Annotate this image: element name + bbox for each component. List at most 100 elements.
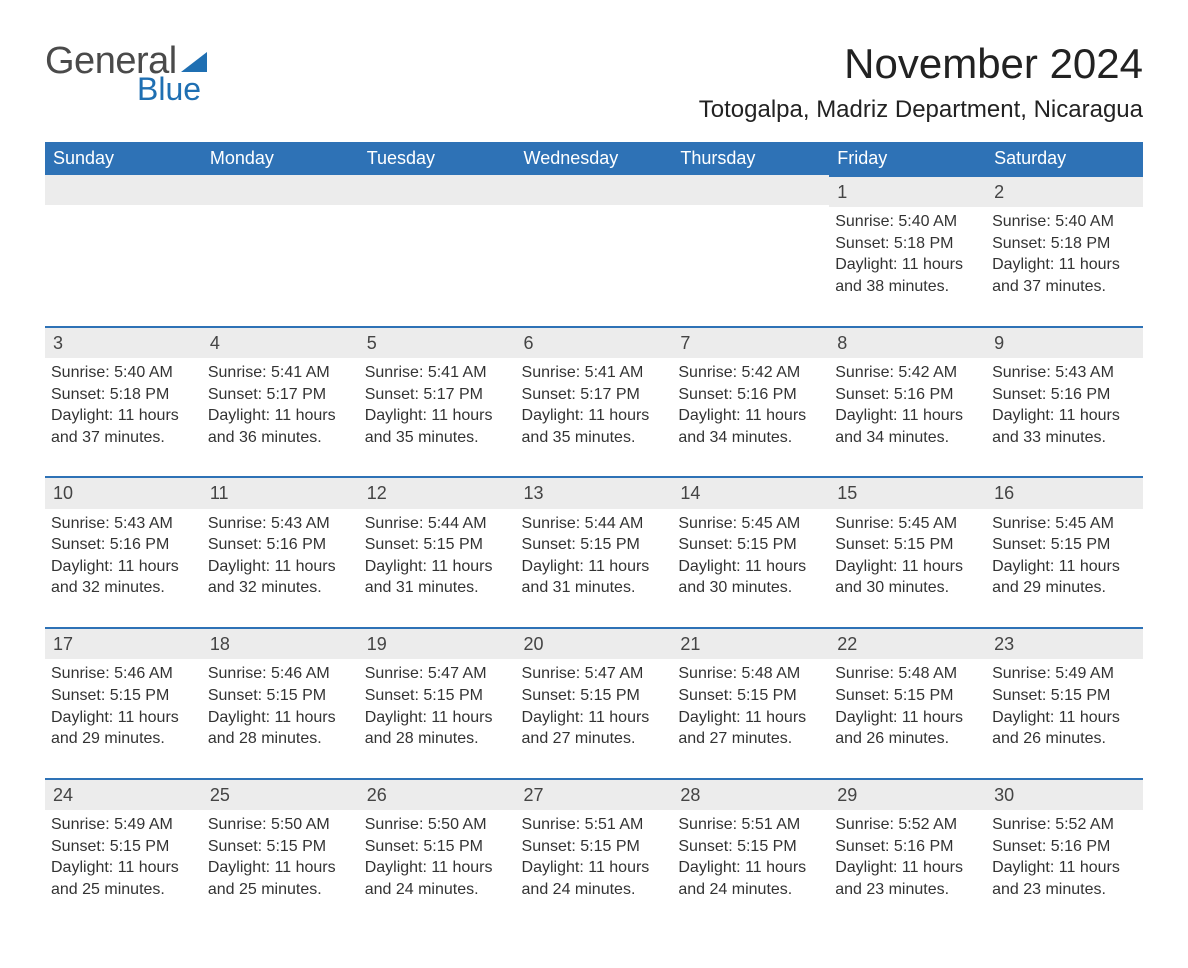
sunset-text: Sunset: 5:18 PM <box>51 384 196 406</box>
daylight2-text: and 32 minutes. <box>208 577 353 599</box>
day-cell: 2Sunrise: 5:40 AMSunset: 5:18 PMDaylight… <box>986 175 1143 326</box>
day-cell: 10Sunrise: 5:43 AMSunset: 5:16 PMDayligh… <box>45 476 202 627</box>
day-number: 27 <box>516 778 673 810</box>
sunrise-text: Sunrise: 5:51 AM <box>678 814 823 836</box>
day-cell: 21Sunrise: 5:48 AMSunset: 5:15 PMDayligh… <box>672 627 829 778</box>
daylight2-text: and 31 minutes. <box>522 577 667 599</box>
sunrise-text: Sunrise: 5:43 AM <box>51 513 196 535</box>
sunset-text: Sunset: 5:15 PM <box>522 836 667 858</box>
sunrise-text: Sunrise: 5:40 AM <box>51 362 196 384</box>
sunset-text: Sunset: 5:17 PM <box>522 384 667 406</box>
day-cell: 17Sunrise: 5:46 AMSunset: 5:15 PMDayligh… <box>45 627 202 778</box>
day-cell: 3Sunrise: 5:40 AMSunset: 5:18 PMDaylight… <box>45 326 202 477</box>
sunset-text: Sunset: 5:15 PM <box>208 836 353 858</box>
daylight2-text: and 35 minutes. <box>522 427 667 449</box>
day-cell: 28Sunrise: 5:51 AMSunset: 5:15 PMDayligh… <box>672 778 829 929</box>
daylight1-text: Daylight: 11 hours <box>208 405 353 427</box>
sunset-text: Sunset: 5:15 PM <box>678 534 823 556</box>
day-cell: 1Sunrise: 5:40 AMSunset: 5:18 PMDaylight… <box>829 175 986 326</box>
day-number: 22 <box>829 627 986 659</box>
daylight2-text: and 26 minutes. <box>992 728 1137 750</box>
day-cell: 11 Sunrise: 5:43 AMSunset: 5:16 PMDayligh… <box>202 476 359 627</box>
sunrise-text: Sunrise: 5:48 AM <box>835 663 980 685</box>
daylight1-text: Daylight: 11 hours <box>522 405 667 427</box>
empty-day-bar <box>202 175 359 205</box>
day-number: 10 <box>45 476 202 508</box>
sunset-text: Sunset: 5:15 PM <box>678 685 823 707</box>
sunset-text: Sunset: 5:18 PM <box>992 233 1137 255</box>
sunset-text: Sunset: 5:16 PM <box>992 384 1137 406</box>
daylight2-text: and 25 minutes. <box>51 879 196 901</box>
day-cell: 7Sunrise: 5:42 AMSunset: 5:16 PMDaylight… <box>672 326 829 477</box>
daylight2-text: and 27 minutes. <box>522 728 667 750</box>
weekday-header: Tuesday <box>359 142 516 175</box>
day-cell: 13Sunrise: 5:44 AMSunset: 5:15 PMDayligh… <box>516 476 673 627</box>
empty-day-bar <box>359 175 516 205</box>
sunset-text: Sunset: 5:17 PM <box>208 384 353 406</box>
sunset-text: Sunset: 5:15 PM <box>208 685 353 707</box>
daylight1-text: Daylight: 11 hours <box>208 556 353 578</box>
daylight1-text: Daylight: 11 hours <box>365 857 510 879</box>
day-cell: 30Sunrise: 5:52 AMSunset: 5:16 PMDayligh… <box>986 778 1143 929</box>
daylight2-text: and 23 minutes. <box>992 879 1137 901</box>
flag-icon <box>181 52 207 72</box>
day-number: 8 <box>829 326 986 358</box>
day-cell: 29Sunrise: 5:52 AMSunset: 5:16 PMDayligh… <box>829 778 986 929</box>
sunrise-text: Sunrise: 5:45 AM <box>678 513 823 535</box>
sunrise-text: Sunrise: 5:46 AM <box>208 663 353 685</box>
sunrise-text: Sunrise: 5:52 AM <box>992 814 1137 836</box>
empty-day-bar <box>516 175 673 205</box>
day-number: 11 <box>202 476 359 508</box>
day-number: 6 <box>516 326 673 358</box>
day-cell: 22Sunrise: 5:48 AMSunset: 5:15 PMDayligh… <box>829 627 986 778</box>
sunset-text: Sunset: 5:16 PM <box>208 534 353 556</box>
sunrise-text: Sunrise: 5:42 AM <box>678 362 823 384</box>
day-cell: 12Sunrise: 5:44 AMSunset: 5:15 PMDayligh… <box>359 476 516 627</box>
day-cell: 6 Sunrise: 5:41 AMSunset: 5:17 PMDaylight… <box>516 326 673 477</box>
daylight1-text: Daylight: 11 hours <box>835 254 980 276</box>
sunrise-text: Sunrise: 5:49 AM <box>51 814 196 836</box>
day-number: 1 <box>829 175 986 207</box>
day-number: 26 <box>359 778 516 810</box>
day-cell <box>359 175 516 326</box>
day-number: 18 <box>202 627 359 659</box>
daylight1-text: Daylight: 11 hours <box>835 556 980 578</box>
daylight1-text: Daylight: 11 hours <box>522 707 667 729</box>
sunset-text: Sunset: 5:15 PM <box>992 685 1137 707</box>
day-cell: 20Sunrise: 5:47 AMSunset: 5:15 PMDayligh… <box>516 627 673 778</box>
daylight2-text: and 25 minutes. <box>208 879 353 901</box>
day-number: 19 <box>359 627 516 659</box>
sunset-text: Sunset: 5:15 PM <box>365 685 510 707</box>
daylight1-text: Daylight: 11 hours <box>835 405 980 427</box>
sunrise-text: Sunrise: 5:40 AM <box>835 211 980 233</box>
calendar-body: 1Sunrise: 5:40 AMSunset: 5:18 PMDaylight… <box>45 175 1143 928</box>
sunset-text: Sunset: 5:15 PM <box>835 534 980 556</box>
sunrise-text: Sunrise: 5:47 AM <box>522 663 667 685</box>
day-number: 2 <box>986 175 1143 207</box>
month-title: November 2024 <box>699 40 1143 88</box>
sunrise-text: Sunrise: 5:41 AM <box>522 362 667 384</box>
day-cell <box>45 175 202 326</box>
empty-day-bar <box>672 175 829 205</box>
weekday-header: Sunday <box>45 142 202 175</box>
sunrise-text: Sunrise: 5:43 AM <box>208 513 353 535</box>
daylight2-text: and 24 minutes. <box>678 879 823 901</box>
daylight2-text: and 23 minutes. <box>835 879 980 901</box>
sunrise-text: Sunrise: 5:43 AM <box>992 362 1137 384</box>
sunrise-text: Sunrise: 5:45 AM <box>835 513 980 535</box>
daylight1-text: Daylight: 11 hours <box>365 405 510 427</box>
day-number: 21 <box>672 627 829 659</box>
sunset-text: Sunset: 5:15 PM <box>522 534 667 556</box>
daylight1-text: Daylight: 11 hours <box>835 707 980 729</box>
daylight2-text: and 30 minutes. <box>835 577 980 599</box>
sunrise-text: Sunrise: 5:42 AM <box>835 362 980 384</box>
day-cell: 19Sunrise: 5:47 AMSunset: 5:15 PMDayligh… <box>359 627 516 778</box>
daylight2-text: and 24 minutes. <box>522 879 667 901</box>
daylight2-text: and 37 minutes. <box>992 276 1137 298</box>
day-number: 17 <box>45 627 202 659</box>
page-header: General Blue November 2024 Totogalpa, Ma… <box>45 40 1143 124</box>
sunset-text: Sunset: 5:16 PM <box>678 384 823 406</box>
day-cell: 24Sunrise: 5:49 AMSunset: 5:15 PMDayligh… <box>45 778 202 929</box>
day-number: 24 <box>45 778 202 810</box>
weekday-header: Monday <box>202 142 359 175</box>
